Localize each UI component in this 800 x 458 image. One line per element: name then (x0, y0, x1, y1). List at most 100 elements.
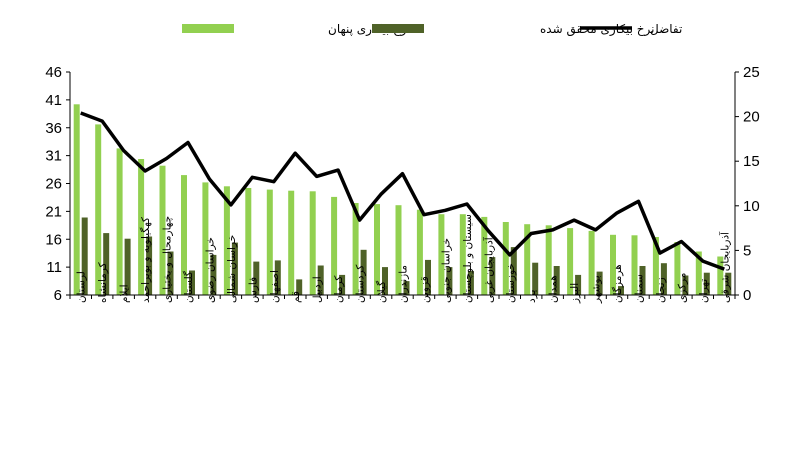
right-tick-label: 10 (743, 198, 760, 215)
bar-realized-unemployment (703, 272, 710, 295)
category-label: تهران (698, 279, 710, 303)
left-tick-label: 21 (45, 203, 62, 220)
left-tick-label: 11 (46, 259, 62, 276)
bar-realized-unemployment (146, 236, 153, 295)
bar-hidden-unemployment (652, 237, 659, 295)
category-label: کردستان (355, 265, 367, 303)
category-label: کرمانشاه (97, 262, 109, 303)
bar-realized-unemployment (382, 267, 388, 295)
right-tick-label: 25 (743, 64, 760, 81)
bar-hidden-unemployment (288, 190, 295, 295)
bar-hidden-unemployment (309, 191, 316, 295)
bar-hidden-unemployment (181, 175, 187, 295)
bar-realized-unemployment (596, 271, 603, 295)
bar-hidden-unemployment (481, 216, 488, 295)
bar-hidden-unemployment (567, 228, 574, 295)
bar-realized-unemployment (467, 271, 474, 295)
left-tick-label: 46 (45, 64, 62, 81)
category-label: اردبیل (312, 276, 324, 303)
category-label: سمنان (634, 274, 646, 303)
bar-hidden-unemployment (374, 204, 380, 295)
bar-realized-unemployment (575, 274, 582, 295)
bar-hidden-unemployment (159, 165, 166, 295)
category-label: بوشهر (591, 275, 603, 304)
category-label: ایلام (119, 284, 131, 303)
category-label: خراسان رضوی (204, 237, 216, 303)
bar-hidden-unemployment (588, 230, 595, 295)
category-label: خراسان جنوبی (440, 238, 452, 303)
difference-line-layer (80, 111, 725, 271)
category-label: مرکزی (676, 273, 688, 303)
bar-realized-unemployment (360, 249, 367, 295)
category-label: کهگیلویه و بویراحمد (139, 217, 152, 303)
category-label: قم (290, 291, 302, 303)
category-label: مازندران (398, 265, 410, 303)
category-label: چهارمحال و بختیاری (162, 216, 174, 303)
bar-realized-unemployment (253, 261, 260, 295)
category-label: همدان (548, 275, 560, 303)
category-label: سیستان و بلوچستان (462, 214, 474, 303)
category-label: آذربایجان شرقی (718, 231, 731, 303)
legend-label: تفاضل (650, 22, 682, 36)
bar-hidden-unemployment (524, 224, 531, 295)
bar-realized-unemployment (103, 233, 110, 295)
left-tick-label: 26 (45, 176, 62, 193)
bar-hidden-unemployment (331, 196, 338, 295)
left-tick-label: 36 (45, 120, 62, 137)
bar-hidden-unemployment (438, 214, 445, 295)
bar-realized-unemployment (317, 265, 324, 295)
bar-realized-unemployment (618, 286, 624, 295)
category-label: البرز (569, 283, 581, 304)
bar-realized-unemployment (639, 266, 646, 295)
bar-realized-unemployment (682, 275, 689, 295)
bar-hidden-unemployment (223, 186, 230, 295)
bar-hidden-unemployment (95, 124, 102, 296)
bar-realized-unemployment (489, 257, 496, 295)
right-tick-label: 20 (743, 109, 760, 126)
legend-swatch (182, 24, 234, 33)
bar-realized-unemployment (510, 247, 517, 295)
category-label: کرمان (333, 276, 345, 303)
category-label: گلستان (182, 271, 195, 303)
bar-realized-unemployment (81, 217, 88, 295)
bar-hidden-unemployment (266, 189, 273, 295)
left-tick-label: 41 (45, 92, 62, 109)
category-label: فارس (247, 277, 259, 303)
bar-realized-unemployment (296, 279, 303, 295)
bar-hidden-unemployment (695, 251, 702, 295)
bar-realized-unemployment (403, 281, 410, 295)
category-label: اصفهان (269, 270, 281, 303)
bar-realized-unemployment (124, 238, 131, 295)
bar-hidden-unemployment (395, 205, 402, 295)
left-tick-label: 31 (45, 148, 62, 165)
category-label: گیلان (375, 281, 388, 303)
bar-realized-unemployment (167, 251, 174, 295)
legend-swatch (372, 24, 424, 33)
bar-hidden-unemployment (138, 159, 145, 295)
bar-realized-unemployment (210, 254, 217, 295)
bar-hidden-unemployment (610, 234, 616, 295)
bar-hidden-unemployment (73, 104, 80, 295)
left-axis-ticks: 6 11 16 21 26 31 36 41 46 (45, 64, 70, 304)
category-label: قزوین (419, 276, 431, 303)
category-label: خوزستان (505, 263, 517, 303)
bar-realized-unemployment (339, 274, 346, 295)
category-label: خراسان شمالی (226, 235, 238, 303)
bar-hidden-unemployment (416, 209, 423, 295)
bar-realized-unemployment (231, 242, 238, 295)
bar-hidden-unemployment (502, 222, 509, 295)
bar-realized-unemployment (189, 270, 195, 295)
bar-hidden-unemployment (631, 235, 638, 295)
bar-realized-unemployment (553, 266, 560, 295)
difference-line (80, 111, 725, 271)
right-axis-ticks: 0 5 10 15 20 25 (735, 64, 760, 304)
bar-hidden-unemployment (116, 148, 123, 295)
right-tick-label: 15 (743, 153, 760, 170)
right-tick-label: 0 (743, 287, 751, 304)
bar-realized-unemployment (725, 272, 732, 295)
category-label: هرمزگان (611, 264, 624, 303)
category-labels: لرستان کرمانشاه ایلام کهگیلویه و بویراحمد چه… (76, 214, 732, 304)
bar-hidden-unemployment (717, 256, 724, 295)
